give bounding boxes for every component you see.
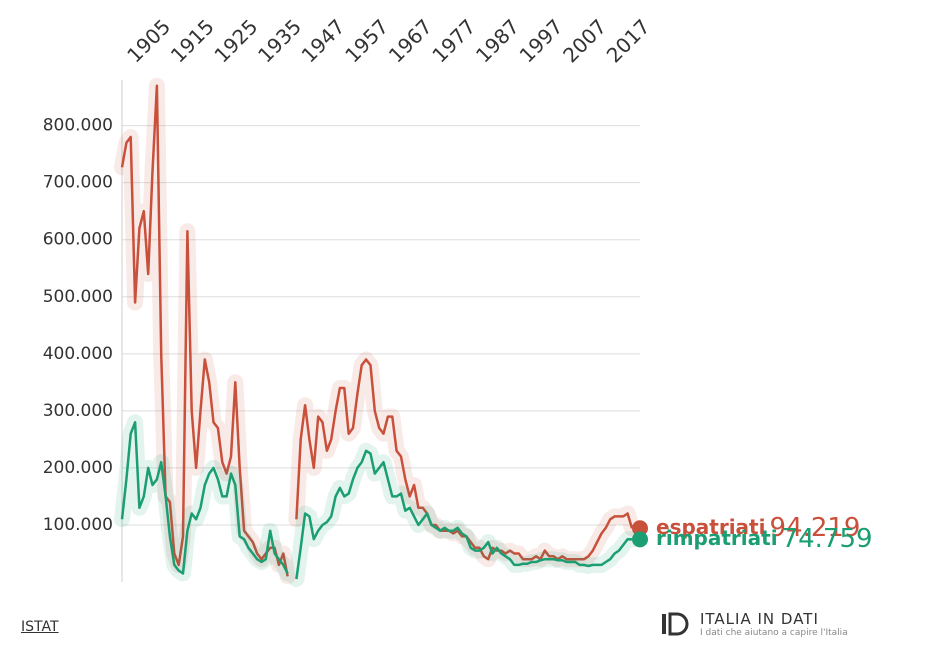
x-tick-label: 1935: [253, 14, 306, 67]
legend-label: rimpatriati: [656, 526, 778, 550]
legend-label: espatriati: [656, 515, 765, 539]
x-tick-label: 1987: [471, 14, 524, 67]
x-tick-label: 1925: [209, 14, 262, 67]
end-dot: [632, 531, 648, 548]
line: [120, 421, 633, 580]
source-link[interactable]: ISTAT: [21, 619, 59, 635]
y-tick-label: 600.000: [43, 230, 113, 250]
end-dot: [632, 520, 648, 537]
x-tick-label: 1905: [122, 14, 175, 67]
y-tick-label: 100.000: [43, 515, 113, 535]
x-tick-label: 1997: [515, 14, 568, 67]
x-tick-label: 1947: [297, 14, 350, 67]
x-tick-label: 1977: [427, 14, 480, 67]
x-tick-label: 1957: [340, 14, 393, 67]
y-tick-label: 200.000: [43, 458, 113, 478]
y-tick-label: 700.000: [43, 173, 113, 193]
chart: 100.000 200.000 300.000 400.000 500.000 600.0…: [43, 14, 873, 588]
x-tick-label: 2017: [602, 14, 655, 67]
x-tick-label: 1967: [384, 14, 437, 67]
y-tick-label: 800.000: [43, 116, 113, 136]
logo-title: ITALIA IN DATI: [700, 610, 819, 628]
y-tick-label: 400.000: [43, 344, 113, 364]
end-value-label: 74.759: [782, 524, 873, 554]
y-tick-label: 300.000: [43, 401, 113, 421]
logo: ITALIA IN DATI I dati che aiutano a capi…: [660, 610, 848, 638]
logo-tagline: I dati che aiutano a capire l'Italia: [700, 628, 848, 638]
x-tick-label: 1915: [166, 14, 219, 67]
logo-icon: [662, 612, 689, 636]
end-value-label: 94.219: [769, 513, 860, 543]
x-tick-label: 2007: [558, 14, 611, 67]
y-tick-label: 500.000: [43, 287, 113, 307]
